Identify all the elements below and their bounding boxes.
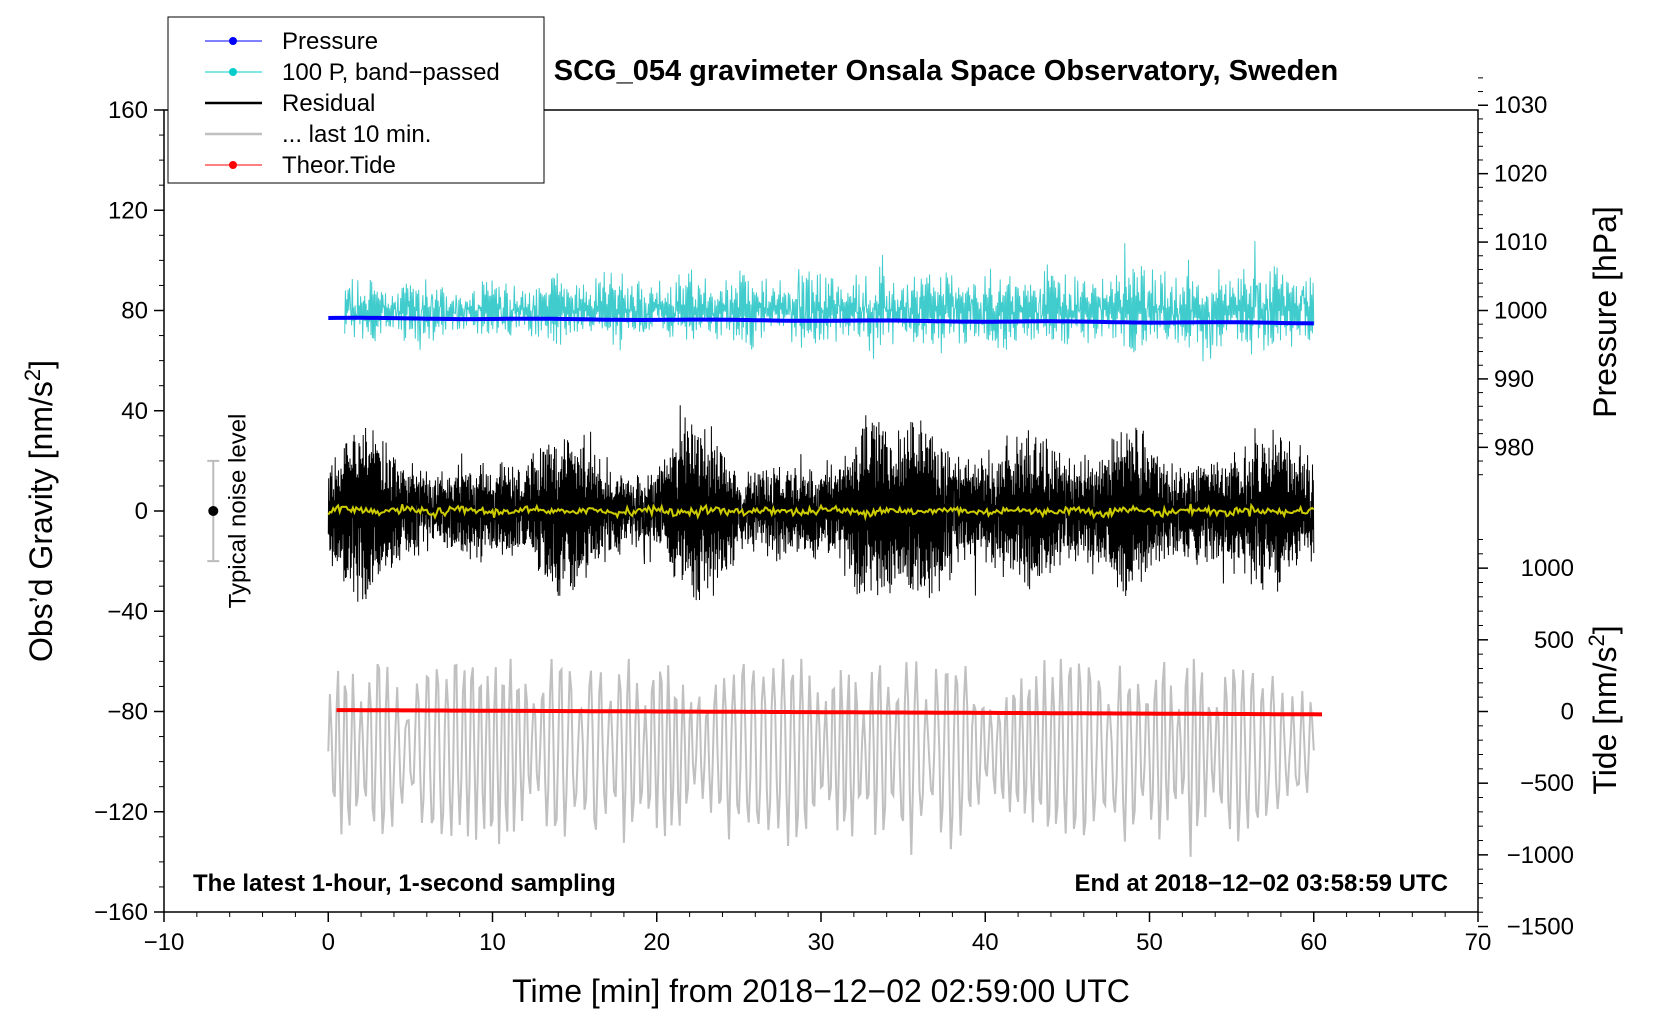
y-axis-left-title: Obs’d Gravity [nm/s2] <box>20 360 59 662</box>
legend-label: Residual <box>282 90 375 117</box>
y-axis-left-title-sup: 2 <box>20 369 45 381</box>
legend-label: Pressure <box>282 28 378 55</box>
y-tick-label: 80 <box>121 298 148 325</box>
y-tick-label: −120 <box>94 799 148 826</box>
series-last-10-min <box>327 658 1315 857</box>
legend-box <box>167 16 545 184</box>
tide-tick-label: −1500 <box>1507 914 1574 941</box>
y-axis-pressure: 980 990 1000 1010 1020 1030 <box>1478 77 1547 476</box>
chart-title: SCG_054 gravimeter Onsala Space Observat… <box>554 55 1338 87</box>
y-tick-label: −40 <box>107 598 148 625</box>
x-tick-label: 50 <box>1136 929 1163 956</box>
x-tick-label: −10 <box>144 929 185 956</box>
legend: Pressure 100 P, band−passed Residual ... la… <box>167 16 545 184</box>
x-tick-label: 60 <box>1300 929 1327 956</box>
legend-label: Theor.Tide <box>282 152 396 179</box>
pressure-tick-label: 980 <box>1494 434 1534 461</box>
noise-indicator <box>207 459 220 563</box>
y-axis-tide-title-tail: ] <box>1587 625 1623 634</box>
y-axis-tide-title: Tide [nm/s2] <box>1584 625 1623 794</box>
annotation-right: End at 2018−12−02 03:58:59 UTC <box>1074 870 1448 897</box>
series-layer <box>327 241 1323 857</box>
legend-label: ... last 10 min. <box>282 121 431 148</box>
tide-tick-label: −1000 <box>1507 842 1574 869</box>
legend-marker <box>229 37 237 45</box>
y-tick-label: 160 <box>108 97 148 124</box>
pressure-tick-label: 1010 <box>1494 229 1547 256</box>
y-axis-left-title-tail: ] <box>23 360 59 369</box>
pressure-tick-label: 1020 <box>1494 161 1547 188</box>
pressure-tick-label: 1030 <box>1494 92 1547 119</box>
tide-tick-label: 500 <box>1534 627 1574 654</box>
legend-items: Pressure 100 P, band−passed Residual ... la… <box>205 28 500 179</box>
x-tick-label: 10 <box>479 929 506 956</box>
tide-tick-label: 1000 <box>1521 555 1574 582</box>
pressure-tick-label: 1000 <box>1494 298 1547 325</box>
y-axis-tide-title-sup: 2 <box>1584 634 1609 646</box>
x-tick-label: 30 <box>808 929 835 956</box>
x-axis-title: Time [min] from 2018−12−02 02:59:00 UTC <box>512 973 1130 1009</box>
legend-marker <box>229 161 237 169</box>
y-tick-label: −160 <box>94 899 148 926</box>
y-axis-left-title-main: Obs’d Gravity [nm/s <box>23 381 59 662</box>
y-axis-pressure-title: Pressure [hPa] <box>1587 206 1623 418</box>
series-residual-smoothed <box>327 502 1315 522</box>
y-tick-label: 120 <box>108 197 148 224</box>
tide-tick-label: −500 <box>1520 770 1574 797</box>
legend-marker <box>229 68 237 76</box>
x-tick-label: 70 <box>1465 929 1492 956</box>
series-pressure <box>328 315 1314 326</box>
series-theor-tide <box>336 708 1323 717</box>
tide-tick-label: 0 <box>1561 699 1574 726</box>
pressure-tick-label: 990 <box>1494 366 1534 393</box>
y-tick-label: 0 <box>135 498 148 525</box>
x-tick-label: 20 <box>643 929 670 956</box>
y-axis-tide: −1500 −1000 −500 0 500 1000 <box>1478 538 1574 941</box>
y-axis-left: −160 −120 −80 −40 0 40 80 120 160 <box>94 97 164 926</box>
annotation-left: The latest 1-hour, 1-second sampling <box>193 870 616 897</box>
x-tick-label: 40 <box>972 929 999 956</box>
x-axis: −10 0 10 20 30 40 50 60 70 <box>144 912 1492 956</box>
y-tick-label: 40 <box>121 398 148 425</box>
noise-center-dot <box>208 506 219 516</box>
series-residual <box>327 405 1315 602</box>
series-band-passed-pressure <box>344 241 1315 362</box>
legend-label: 100 P, band−passed <box>282 59 500 86</box>
x-tick-label: 0 <box>322 929 335 956</box>
y-tick-label: −80 <box>107 699 148 726</box>
noise-label: Typical noise level <box>224 414 251 609</box>
y-axis-tide-title-main: Tide [nm/s <box>1587 646 1623 794</box>
